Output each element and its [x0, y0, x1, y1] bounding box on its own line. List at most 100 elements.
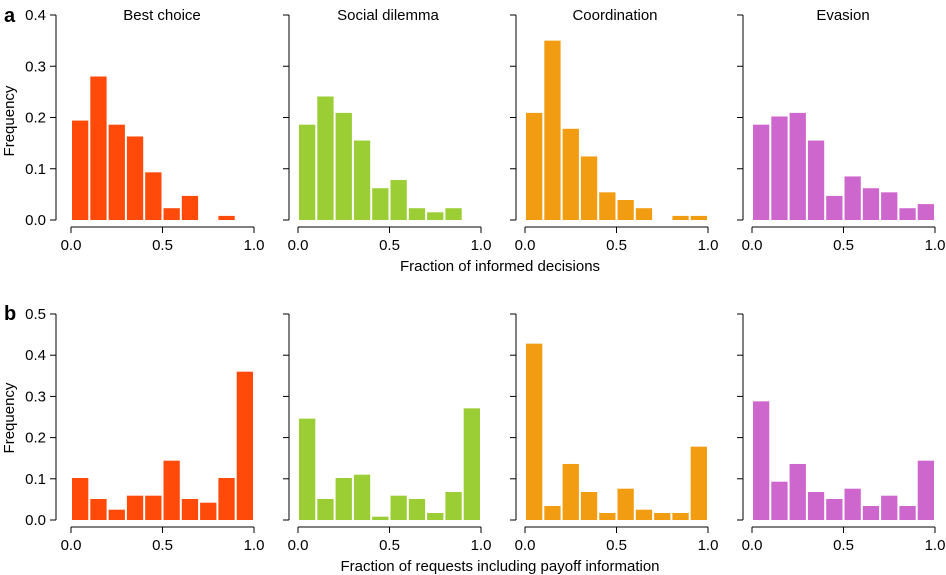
row-b-ylabel: Frequency	[1, 382, 18, 453]
x-tick-label: 1.0	[471, 237, 492, 254]
bar	[145, 172, 162, 220]
bar	[427, 212, 444, 220]
x-tick-label: 1.0	[244, 237, 265, 254]
bar	[163, 460, 180, 520]
bar	[463, 408, 480, 520]
bar	[771, 116, 788, 220]
bar	[335, 112, 352, 220]
panel-title-coordination: Coordination	[572, 7, 657, 24]
panels-layer: 0.0 0.1 0.2 0.3 0.4 0.0 0.5 1.0 0.0 0.5 1.0 0.0 0.5 1…	[25, 7, 945, 554]
bar	[789, 112, 806, 220]
bar	[145, 495, 162, 520]
row-a-ylabel: Frequency	[1, 85, 18, 156]
bar	[72, 477, 89, 520]
y-tick-label: 0.3	[25, 388, 46, 405]
bar	[372, 516, 389, 520]
bar	[690, 215, 707, 220]
bar	[807, 491, 825, 520]
bar	[390, 495, 407, 520]
y-tick-label: 0.3	[25, 58, 46, 75]
x-tick-label: 0.5	[833, 537, 854, 554]
bar	[353, 140, 371, 220]
bar	[753, 401, 770, 520]
x-tick-label: 0.5	[152, 537, 173, 554]
x-tick-label: 1.0	[244, 537, 265, 554]
x-tick-label: 0.5	[379, 537, 400, 554]
panel-b-best-choice: 0.0 0.1 0.2 0.3 0.4 0.5 0.0 0.5 1.0	[25, 306, 264, 554]
x-tick-label: 0.5	[379, 237, 400, 254]
bar	[635, 208, 653, 220]
bar	[599, 192, 616, 220]
panel-a-coordination: 0.0 0.5 1.0	[510, 14, 719, 254]
x-tick-label: 0.0	[515, 237, 536, 254]
bar	[672, 215, 689, 220]
x-tick-label: 0.0	[742, 237, 763, 254]
bar	[826, 498, 843, 520]
bar	[672, 513, 689, 520]
bar	[126, 495, 144, 520]
bar	[181, 498, 199, 520]
bar	[617, 200, 634, 220]
bar	[353, 474, 371, 520]
bar	[445, 491, 462, 520]
bar	[771, 481, 788, 520]
y-tick-label: 0.1	[25, 161, 46, 178]
row-a-xlabel: Fraction of informed decisions	[400, 258, 600, 275]
y-tick-label: 0.2	[25, 110, 46, 127]
bar	[317, 96, 334, 220]
x-tick-label: 1.0	[471, 537, 492, 554]
bar	[580, 491, 598, 520]
bar	[90, 76, 107, 220]
bar	[108, 509, 125, 520]
x-tick-label: 1.0	[925, 237, 946, 254]
bar	[126, 136, 144, 220]
bar	[826, 195, 843, 220]
panel-letter-a: a	[4, 5, 16, 27]
bar	[90, 498, 107, 520]
bar	[917, 204, 934, 220]
x-tick-label: 0.5	[606, 237, 627, 254]
panel-title-best-choice: Best choice	[123, 7, 201, 24]
bar	[72, 120, 89, 220]
bar	[881, 192, 898, 220]
x-tick-label: 0.5	[152, 237, 173, 254]
panel-title-evasion: Evasion	[816, 7, 869, 24]
bar	[690, 446, 707, 520]
y-tick-label: 0.4	[25, 347, 46, 364]
bar	[844, 488, 861, 520]
y-tick-label: 0.0	[25, 512, 46, 529]
x-tick-label: 0.5	[833, 237, 854, 254]
bar	[236, 371, 253, 520]
bar	[599, 513, 616, 520]
bar	[335, 477, 352, 520]
bar	[372, 188, 389, 220]
bar	[108, 124, 125, 220]
bar	[526, 343, 543, 520]
bar	[562, 463, 579, 520]
bar	[317, 498, 334, 520]
bar	[427, 513, 444, 520]
panel-a-evasion: 0.0 0.5 1.0	[737, 14, 946, 254]
bar	[181, 195, 199, 220]
bar	[753, 124, 770, 220]
bar	[408, 208, 426, 220]
panel-b-evasion: 0.0 0.5 1.0	[737, 313, 945, 554]
y-tick-label: 0.5	[25, 306, 46, 323]
bar	[789, 463, 806, 520]
bar	[881, 495, 898, 520]
bar	[163, 208, 180, 220]
bar	[526, 112, 543, 220]
x-tick-label: 1.0	[698, 237, 719, 254]
bar	[844, 176, 861, 220]
y-tick-label: 0.4	[25, 7, 46, 24]
bar	[635, 509, 653, 520]
x-tick-label: 0.0	[61, 537, 82, 554]
bar	[654, 513, 671, 520]
y-tick-label: 0.0	[25, 212, 46, 229]
bar	[218, 477, 235, 520]
bar	[299, 418, 316, 520]
panel-title-social-dilemma: Social dilemma	[337, 7, 439, 24]
bar	[544, 40, 561, 221]
bar	[562, 128, 579, 220]
